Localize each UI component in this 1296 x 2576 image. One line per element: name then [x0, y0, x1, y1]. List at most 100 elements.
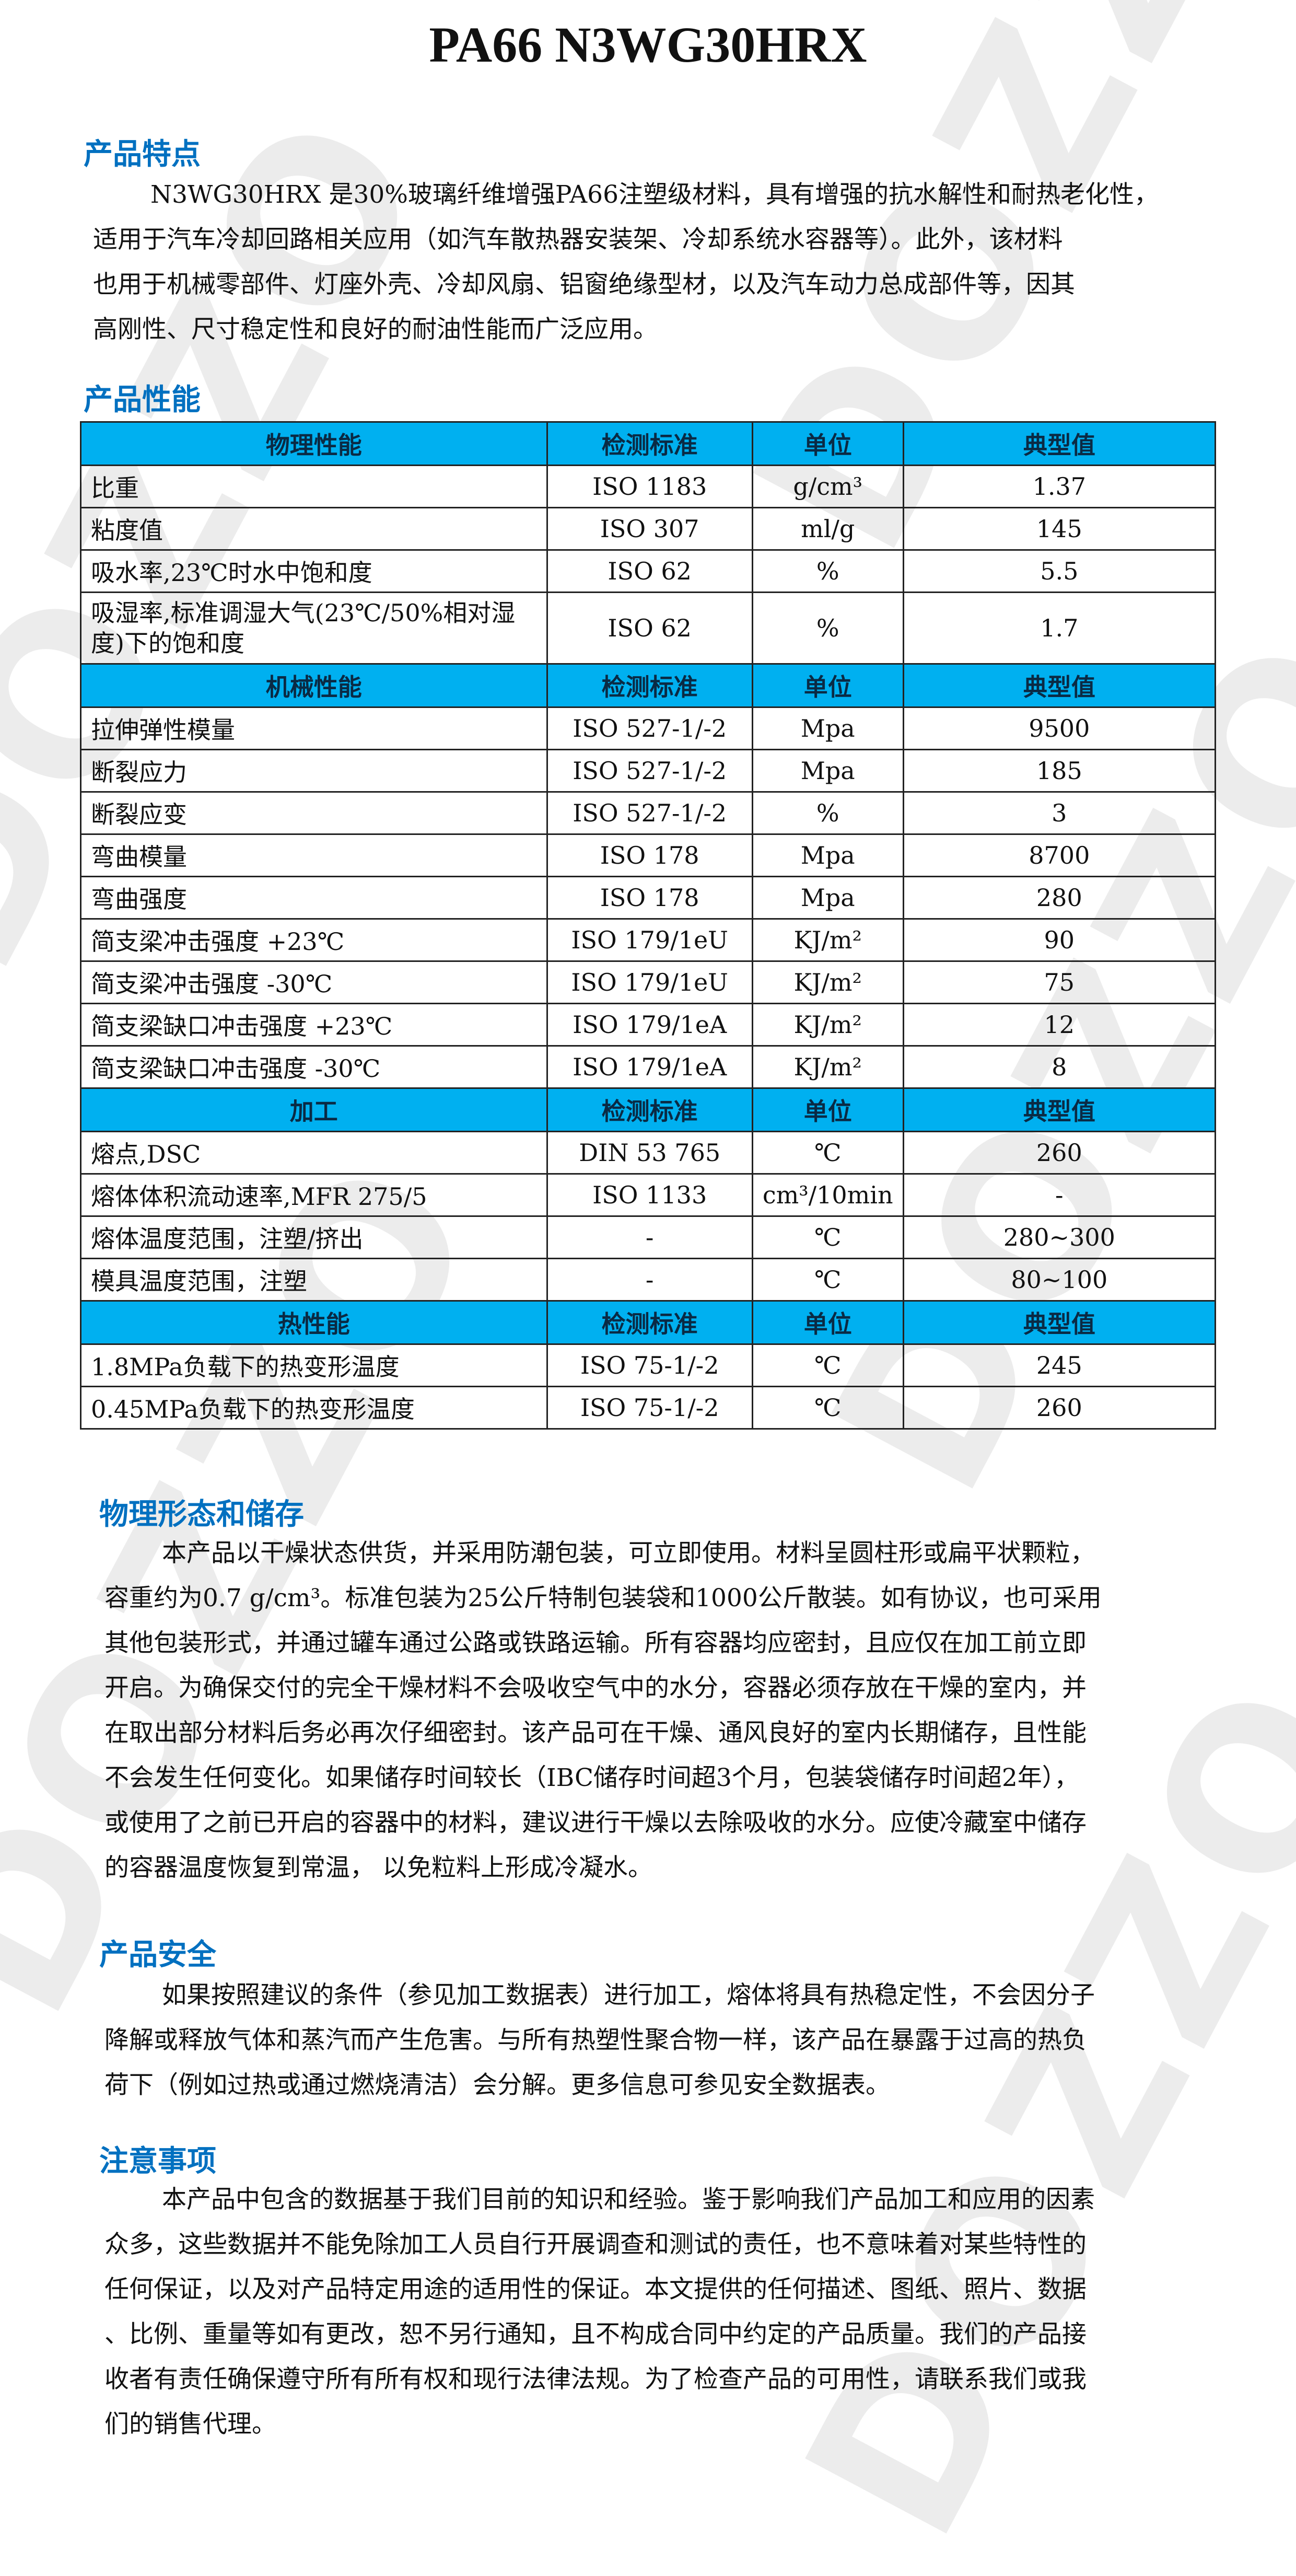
- test-standard: DIN 53 765: [546, 1131, 753, 1175]
- unit: ml/g: [751, 507, 904, 551]
- storage-paragraph: 本产品以干燥状态供货，并采用防潮包装，可立即使用。材料呈圆柱形或扁平状颗粒， 容重…: [104, 1531, 1254, 1890]
- property-name: 拉伸弹性模量: [80, 706, 548, 750]
- property-name: 弯曲强度: [80, 876, 548, 920]
- column-header: 检测标准: [546, 1087, 753, 1132]
- test-standard: ISO 75-1/-2: [546, 1343, 753, 1387]
- property-name: 吸湿率,标准调湿大气(23℃/50%相对湿度)下的饱和度: [80, 591, 548, 665]
- table-row: 断裂应力 ISO 527-1/-2 Mpa 185: [80, 749, 1217, 793]
- column-header: 检测标准: [546, 421, 753, 466]
- property-name: 简支梁缺口冲击强度 +23℃: [80, 1003, 548, 1047]
- test-standard: ISO 527-1/-2: [546, 791, 753, 835]
- test-standard: ISO 179/1eU: [546, 960, 753, 1004]
- paragraph-line: 众多，这些数据并不能免除加工人员自行开展调查和测试的责任，也不意味着对某些特性的: [104, 2230, 1087, 2259]
- column-header: 单位: [751, 663, 904, 708]
- property-name: 模具温度范围，注塑: [80, 1258, 548, 1302]
- paragraph-line: 适用于汽车冷却回路相关应用（如汽车散热器安装架、冷却系统水容器等）。此外，该材料: [93, 225, 1063, 254]
- unit: ℃: [751, 1343, 904, 1387]
- test-standard: ISO 179/1eA: [546, 1045, 753, 1089]
- table-section-header: 热性能 检测标准 单位 典型值: [80, 1300, 1217, 1345]
- table-row: 熔体温度范围，注塑/挤出 - ℃ 280~300: [80, 1215, 1217, 1259]
- table-section-header: 物理性能 检测标准 单位 典型值: [80, 421, 1217, 466]
- typical-value: 9500: [902, 706, 1217, 750]
- table-row: 吸湿率,标准调湿大气(23℃/50%相对湿度)下的饱和度 ISO 62% 1.7: [80, 591, 1217, 665]
- paragraph-line: N3WG30HRX 是30%玻璃纤维增强PA66注塑级材料，具有增强的抗水解性和…: [150, 180, 1159, 209]
- paragraph-line: 容重约为0.7 g/cm³。标准包装为25公斤特制包装袋和1000公斤散装。如有…: [104, 1584, 1102, 1612]
- paragraph-line: 们的销售代理。: [104, 2410, 276, 2439]
- column-header: 检测标准: [546, 1300, 753, 1345]
- unit: ℃: [751, 1131, 904, 1175]
- column-header: 单位: [751, 421, 904, 466]
- performance-heading: 产品性能: [84, 383, 201, 417]
- table-section-header: 机械性能 检测标准 单位 典型值: [80, 663, 1217, 708]
- property-name: 熔点,DSC: [80, 1131, 548, 1175]
- paragraph-line: 、比例、重量等如有更改，恕不另行通知，且不构成合同中约定的产品质量。我们的产品接: [104, 2320, 1087, 2349]
- typical-value: 1.37: [902, 465, 1217, 508]
- typical-value: 260: [902, 1386, 1217, 1430]
- property-name: 粘度值: [80, 507, 548, 551]
- unit: KJ/m²: [751, 1003, 904, 1047]
- paragraph-line: 在取出部分材料后务必再次仔细密封。该产品可在干燥、通风良好的室内长期储存，且性能: [104, 1719, 1087, 1747]
- paragraph-line: 降解或释放气体和蒸汽而产生危害。与所有热塑性聚合物一样，该产品在暴露于过高的热负: [104, 2026, 1087, 2055]
- notice-paragraph: 本产品中包含的数据基于我们目前的知识和经验。鉴于影响我们产品加工和应用的因素 众多…: [104, 2177, 1254, 2447]
- column-header: 典型值: [902, 421, 1217, 466]
- test-standard: ISO 178: [546, 833, 753, 877]
- column-header: 单位: [751, 1087, 904, 1132]
- paragraph-line: 开启。为确保交付的完全干燥材料不会吸收空气中的水分，容器必须存放在干燥的室内，并: [104, 1674, 1087, 1702]
- table-row: 熔点,DSC DIN 53 765 ℃ 260: [80, 1131, 1217, 1175]
- property-name: 吸水率,23℃时水中饱和度: [80, 549, 548, 593]
- typical-value: 80~100: [902, 1258, 1217, 1302]
- paragraph-line: 本产品以干燥状态供货，并采用防潮包装，可立即使用。材料呈圆柱形或扁平状颗粒，: [162, 1539, 1095, 1568]
- test-standard: ISO 527-1/-2: [546, 749, 753, 793]
- paragraph-line: 荷下（例如过热或通过燃烧清洁）会分解。更多信息可参见安全数据表。: [104, 2071, 890, 2099]
- paragraph-line: 或使用了之前已开启的容器中的材料，建议进行干燥以去除吸收的水分。应使冷藏室中储存: [104, 1808, 1087, 1837]
- property-name: 断裂应变: [80, 791, 548, 835]
- unit: KJ/m²: [751, 960, 904, 1004]
- properties-table: 物理性能 检测标准 单位 典型值 比重 ISO 1183 g/cm³ 1.37 粘度值 ISO 3…: [80, 421, 1217, 1430]
- test-standard: ISO 1133: [546, 1173, 753, 1217]
- test-standard: ISO 527-1/-2: [546, 706, 753, 750]
- unit: cm³/10min: [751, 1173, 904, 1217]
- table-row: 熔体体积流动速率,MFR 275/5 ISO 1133 cm³/10min -: [80, 1173, 1217, 1217]
- notice-heading: 注意事项: [99, 2144, 216, 2178]
- typical-value: 280: [902, 876, 1217, 920]
- paragraph-line: 如果按照建议的条件（参见加工数据表）进行加工，熔体将具有热稳定性，不会因分子: [162, 1981, 1095, 2010]
- unit: Mpa: [751, 876, 904, 920]
- paragraph-line: 的容器温度恢复到常温， 以免粒料上形成冷凝水。: [104, 1853, 652, 1882]
- typical-value: 245: [902, 1343, 1217, 1387]
- property-name: 熔体温度范围，注塑/挤出: [80, 1215, 548, 1259]
- column-header: 典型值: [902, 1300, 1217, 1345]
- table-row: 简支梁冲击强度 +23℃ ISO 179/1eU KJ/m² 90: [80, 918, 1217, 962]
- table-row: 吸水率,23℃时水中饱和度 ISO 62% 5.5: [80, 549, 1217, 593]
- features-heading: 产品特点: [84, 137, 201, 171]
- table-row: 0.45MPa负载下的热变形温度 ISO 75-1/-2 ℃ 260: [80, 1386, 1217, 1430]
- table-row: 简支梁冲击强度 -30℃ ISO 179/1eU KJ/m² 75: [80, 960, 1217, 1004]
- test-standard: -: [546, 1215, 753, 1259]
- paragraph-line: 高刚性、尺寸稳定性和良好的耐油性能而广泛应用。: [93, 315, 658, 344]
- column-header: 检测标准: [546, 663, 753, 708]
- column-header: 机械性能: [80, 663, 548, 708]
- unit: ℃: [751, 1258, 904, 1302]
- table-row: 弯曲强度 ISO 178 Mpa 280: [80, 876, 1217, 920]
- property-name: 1.8MPa负载下的热变形温度: [80, 1343, 548, 1387]
- test-standard: ISO 307: [546, 507, 753, 551]
- typical-value: 1.7: [902, 591, 1217, 665]
- unit: KJ/m²: [751, 1045, 904, 1089]
- typical-value: 145: [902, 507, 1217, 551]
- paragraph-line: 任何保证，以及对产品特定用途的适用性的保证。本文提供的任何描述、图纸、照片、数据: [104, 2275, 1087, 2304]
- column-header: 典型值: [902, 663, 1217, 708]
- column-header: 热性能: [80, 1300, 548, 1345]
- paragraph-line: 收者有责任确保遵守所有所有权和现行法律法规。为了检查产品的可用性，请联系我们或我: [104, 2365, 1087, 2394]
- unit: g/cm³: [751, 465, 904, 508]
- unit: Mpa: [751, 749, 904, 793]
- unit: %: [751, 549, 904, 593]
- table-row: 简支梁缺口冲击强度 -30℃ ISO 179/1eA KJ/m² 8: [80, 1045, 1217, 1089]
- column-header: 典型值: [902, 1087, 1217, 1132]
- property-name: 弯曲模量: [80, 833, 548, 877]
- typical-value: -: [902, 1173, 1217, 1217]
- test-standard: ISO 1183: [546, 465, 753, 508]
- property-name: 简支梁缺口冲击强度 -30℃: [80, 1045, 548, 1089]
- typical-value: 5.5: [902, 549, 1217, 593]
- table-row: 断裂应变 ISO 527-1/-2% 3: [80, 791, 1217, 835]
- test-standard: ISO 75-1/-2: [546, 1386, 753, 1430]
- typical-value: 90: [902, 918, 1217, 962]
